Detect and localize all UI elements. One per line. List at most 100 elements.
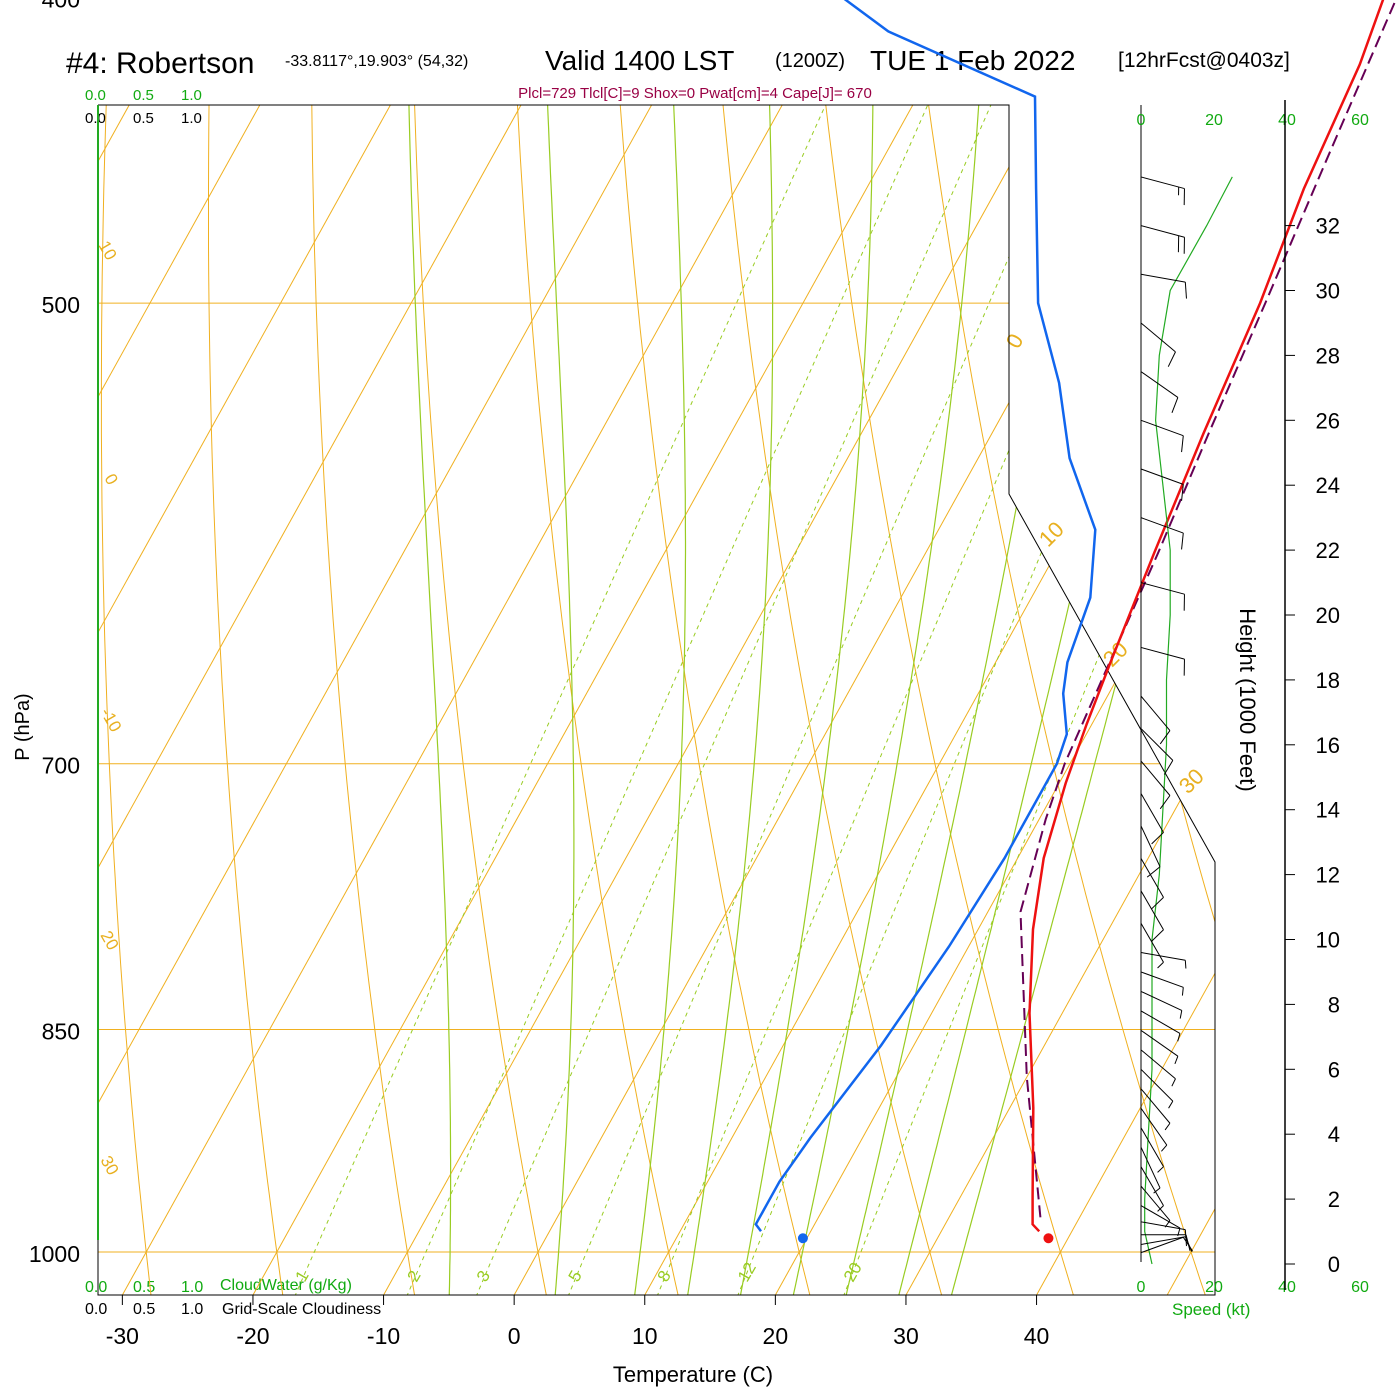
moist-adiabat-line bbox=[735, 105, 874, 1295]
wind-barb-staff bbox=[1140, 517, 1184, 534]
isotherm-line bbox=[98, 105, 577, 1295]
wind-barb-flag bbox=[1181, 532, 1184, 550]
top-cw-tick: 0.0 bbox=[85, 87, 106, 104]
station-coords: -33.8117°,19.903° (54,32) bbox=[285, 53, 468, 70]
temperature-tick-label: 0 bbox=[508, 1323, 521, 1349]
height-tick-label: 30 bbox=[1316, 279, 1340, 304]
moist-adiabat-line bbox=[631, 105, 687, 1295]
wind-barb bbox=[1140, 890, 1164, 942]
wind-barb bbox=[1140, 1205, 1181, 1237]
moist-adiabat-line bbox=[537, 105, 575, 1295]
top-cw-tick: 0.5 bbox=[133, 87, 154, 104]
wind-barb-staff bbox=[1140, 371, 1179, 398]
temperature-tick-label: 20 bbox=[763, 1323, 789, 1349]
wind-barb-staff bbox=[1140, 468, 1184, 485]
mixing-ratio-label: 2 bbox=[403, 1267, 424, 1285]
wind-barb-staff bbox=[1140, 760, 1171, 796]
temperature-tick-label: -20 bbox=[236, 1323, 269, 1349]
wind-barb-half bbox=[1161, 1144, 1168, 1152]
mixing-ratio-label: 5 bbox=[565, 1267, 586, 1285]
wind-barb-half bbox=[1153, 1187, 1161, 1194]
dry-adiabat-line bbox=[310, 105, 420, 1295]
y-axis-label: P (hPa) bbox=[12, 693, 34, 760]
wind-speed-trace bbox=[1144, 176, 1233, 1265]
sounding-params: Plcl=729 Tlcl[C]=9 Shox=0 Pwat[cm]=4 Cap… bbox=[518, 85, 872, 102]
pressure-tick-label: 700 bbox=[42, 753, 80, 779]
height-tick-label: 32 bbox=[1316, 214, 1340, 239]
wind-barb bbox=[1140, 728, 1174, 775]
isotherm-line bbox=[1022, 105, 1215, 1295]
bottom-cw-tick: 0.5 bbox=[133, 1279, 155, 1296]
pressure-tick-label: 400 bbox=[42, 0, 80, 13]
top-cl-tick: 0.0 bbox=[85, 110, 106, 127]
isotherm-line bbox=[761, 105, 1215, 1295]
wind-barb bbox=[1140, 582, 1185, 611]
x-axis-label: Temperature (C) bbox=[613, 1362, 773, 1387]
isotherm-line bbox=[98, 105, 447, 1295]
wind-barb-flag bbox=[1151, 896, 1164, 910]
wind-barb-half bbox=[1171, 1078, 1176, 1087]
mixing-ratio-label: 12 bbox=[734, 1259, 760, 1285]
wind-barb bbox=[1140, 1088, 1171, 1131]
wind-barb-staff bbox=[1140, 1107, 1168, 1146]
mixing-ratio-label: 3 bbox=[473, 1267, 494, 1285]
wind-barb bbox=[1140, 825, 1161, 878]
dry-adiabat-line bbox=[1296, 0, 1400, 1319]
height-tick-label: 8 bbox=[1328, 992, 1340, 1017]
wind-barb-staff bbox=[1140, 1236, 1184, 1254]
isotherm-line bbox=[892, 105, 1215, 1295]
wind-barb-half bbox=[1168, 1100, 1174, 1109]
wind-barb-staff bbox=[1140, 990, 1182, 1011]
isotherm-line bbox=[98, 105, 186, 1295]
isotherm-line bbox=[1285, 0, 1400, 1319]
mixing-ratio-line bbox=[466, 105, 1039, 1295]
wind-barb bbox=[1140, 760, 1171, 810]
wind-barb-staff bbox=[1140, 923, 1164, 963]
wind-barb bbox=[1140, 1166, 1164, 1212]
bottom-cloudiness-ticks: 0.0 0.5 1.0 Grid-Scale Cloudiness bbox=[85, 1301, 381, 1318]
wind-barb-half bbox=[1157, 1205, 1164, 1212]
isotherm-line bbox=[98, 105, 1100, 1295]
wind-barb-half bbox=[1157, 961, 1164, 969]
speed-tick-label-top: 40 bbox=[1278, 112, 1296, 129]
wind-barb bbox=[1140, 971, 1184, 996]
wind-barb-half bbox=[1164, 1220, 1171, 1228]
height-tick-label: 28 bbox=[1316, 343, 1340, 368]
wind-barb bbox=[1140, 517, 1184, 550]
mixing-ratio-label: 8 bbox=[654, 1267, 675, 1285]
wind-barb bbox=[1140, 1107, 1168, 1152]
wind-barb-flag bbox=[1181, 435, 1184, 453]
wind-barb-half bbox=[1174, 1055, 1179, 1065]
temperature-tick-label: 40 bbox=[1024, 1323, 1050, 1349]
moist-adiabat-line bbox=[839, 105, 1129, 1295]
dry-adiabat-line bbox=[100, 105, 167, 1295]
wind-barb-staff bbox=[1140, 225, 1185, 238]
moist-adiabat-line bbox=[787, 105, 991, 1295]
height-tick-label: 0 bbox=[1328, 1252, 1340, 1277]
top-cloudiness-ticks: 0.0 0.5 1.0 bbox=[85, 110, 202, 127]
isotherm-line bbox=[98, 105, 708, 1295]
wind-barb-flag bbox=[1146, 866, 1161, 878]
dry-adiabat-label: 0 bbox=[1001, 329, 1029, 352]
height-tick-label: 20 bbox=[1316, 603, 1340, 628]
speed-tick-label-top: 0 bbox=[1137, 112, 1146, 129]
wind-barb bbox=[1140, 273, 1187, 299]
wind-barb-staff bbox=[1140, 1221, 1186, 1231]
wind-barb-staff bbox=[1140, 1146, 1161, 1189]
pressure-tick-label: 1000 bbox=[29, 1241, 80, 1267]
wind-barb bbox=[1140, 468, 1184, 501]
dry-adiabat-label: 10 bbox=[1034, 517, 1069, 552]
wind-barb-staff bbox=[1140, 1166, 1164, 1206]
mixing-ratio-label: 20 bbox=[840, 1259, 866, 1285]
wind-barb bbox=[1140, 1049, 1176, 1087]
forecast-label: [12hrFcst@0403z] bbox=[1118, 49, 1290, 72]
wind-barb-staff bbox=[1140, 273, 1186, 283]
height-tick-label: 16 bbox=[1316, 733, 1340, 758]
wind-barb-half bbox=[1179, 1010, 1183, 1019]
wind-barb-half bbox=[1157, 1166, 1164, 1173]
wind-barb-staff bbox=[1140, 1205, 1181, 1229]
height-tick-label: 2 bbox=[1328, 1187, 1340, 1212]
cloudiness-label: Grid-Scale Cloudiness bbox=[222, 1301, 381, 1318]
